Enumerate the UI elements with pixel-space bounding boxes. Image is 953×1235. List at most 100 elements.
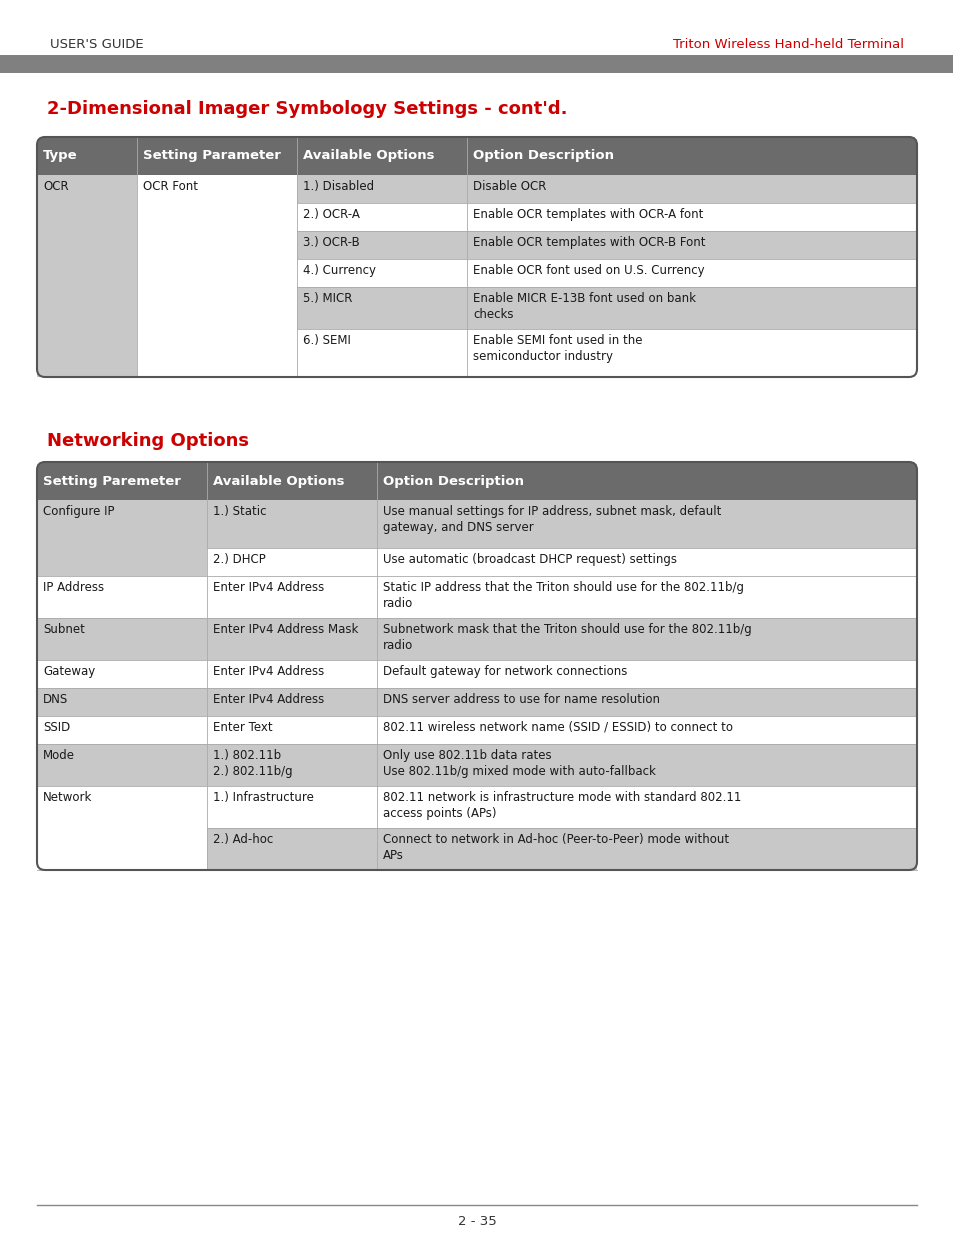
Text: Only use 802.11b data rates
Use 802.11b/g mixed mode with auto-fallback: Only use 802.11b data rates Use 802.11b/… xyxy=(382,748,656,778)
Bar xyxy=(376,548,916,576)
Text: 2 - 35: 2 - 35 xyxy=(457,1215,496,1228)
Bar xyxy=(37,576,207,618)
Text: Static IP address that the Triton should use for the 802.11b/g
radio: Static IP address that the Triton should… xyxy=(382,580,743,610)
Text: Enable MICR E-13B font used on bank
checks: Enable MICR E-13B font used on bank chec… xyxy=(473,291,696,321)
Text: Triton Wireless Hand-held Terminal: Triton Wireless Hand-held Terminal xyxy=(672,38,903,52)
Text: 802.11 network is infrastructure mode with standard 802.11
access points (APs): 802.11 network is infrastructure mode wi… xyxy=(382,790,740,820)
Bar xyxy=(37,480,916,500)
Bar xyxy=(37,743,207,785)
Text: Use manual settings for IP address, subnet mask, default
gateway, and DNS server: Use manual settings for IP address, subn… xyxy=(382,505,720,534)
Text: 3.) OCR-B: 3.) OCR-B xyxy=(303,236,359,249)
Bar xyxy=(207,716,376,743)
Bar xyxy=(467,203,916,231)
Text: 1.) Infrastructure: 1.) Infrastructure xyxy=(213,790,314,804)
Bar xyxy=(376,500,916,548)
Text: 802.11 wireless network name (SSID / ESSID) to connect to: 802.11 wireless network name (SSID / ESS… xyxy=(382,721,732,734)
Text: OCR Font: OCR Font xyxy=(143,180,198,193)
Text: Enable OCR templates with OCR-B Font: Enable OCR templates with OCR-B Font xyxy=(473,236,705,249)
Bar xyxy=(207,688,376,716)
Text: DNS server address to use for name resolution: DNS server address to use for name resol… xyxy=(382,693,659,706)
Text: 4.) Currency: 4.) Currency xyxy=(303,264,375,277)
Text: 2.) DHCP: 2.) DHCP xyxy=(213,553,266,566)
FancyBboxPatch shape xyxy=(37,137,916,175)
Text: Networking Options: Networking Options xyxy=(47,432,249,450)
Text: Enter IPv4 Address: Enter IPv4 Address xyxy=(213,580,324,594)
Text: 5.) MICR: 5.) MICR xyxy=(303,291,352,305)
Bar xyxy=(207,785,376,827)
Bar xyxy=(376,576,916,618)
Text: 6.) SEMI: 6.) SEMI xyxy=(303,333,351,347)
Bar xyxy=(37,175,137,377)
Text: SSID: SSID xyxy=(43,721,71,734)
Bar xyxy=(296,287,467,329)
Bar xyxy=(207,548,376,576)
Bar xyxy=(467,329,916,377)
Bar xyxy=(376,785,916,827)
Text: Enable OCR templates with OCR-A font: Enable OCR templates with OCR-A font xyxy=(473,207,702,221)
Bar xyxy=(207,500,376,548)
Bar xyxy=(376,827,916,869)
Text: Enter IPv4 Address Mask: Enter IPv4 Address Mask xyxy=(213,622,358,636)
Text: Enable OCR font used on U.S. Currency: Enable OCR font used on U.S. Currency xyxy=(473,264,704,277)
Bar xyxy=(467,231,916,259)
Bar xyxy=(37,716,207,743)
Text: OCR: OCR xyxy=(43,180,69,193)
Bar xyxy=(207,576,376,618)
Text: Enter IPv4 Address: Enter IPv4 Address xyxy=(213,693,324,706)
Text: IP Address: IP Address xyxy=(43,580,104,594)
Text: Enter IPv4 Address: Enter IPv4 Address xyxy=(213,664,324,678)
Text: USER'S GUIDE: USER'S GUIDE xyxy=(50,38,144,52)
Text: Enter Text: Enter Text xyxy=(213,721,273,734)
Text: Available Options: Available Options xyxy=(213,474,344,488)
Bar xyxy=(37,500,207,576)
Bar xyxy=(207,659,376,688)
Text: Mode: Mode xyxy=(43,748,75,762)
Bar xyxy=(376,659,916,688)
Bar xyxy=(137,175,296,377)
Text: Setting Paremeter: Setting Paremeter xyxy=(43,474,181,488)
Text: Use automatic (broadcast DHCP request) settings: Use automatic (broadcast DHCP request) s… xyxy=(382,553,677,566)
Bar xyxy=(37,156,916,175)
Text: Setting Parameter: Setting Parameter xyxy=(143,149,280,163)
Bar xyxy=(37,618,207,659)
Text: Connect to network in Ad-hoc (Peer-to-Peer) mode without
APs: Connect to network in Ad-hoc (Peer-to-Pe… xyxy=(382,832,728,862)
Text: Subnet: Subnet xyxy=(43,622,85,636)
Text: 1.) Static: 1.) Static xyxy=(213,505,266,517)
Text: 2.) OCR-A: 2.) OCR-A xyxy=(303,207,359,221)
Text: Disable OCR: Disable OCR xyxy=(473,180,546,193)
Bar xyxy=(296,259,467,287)
Bar xyxy=(376,743,916,785)
Bar xyxy=(376,618,916,659)
Bar xyxy=(467,287,916,329)
Text: Subnetwork mask that the Triton should use for the 802.11b/g
radio: Subnetwork mask that the Triton should u… xyxy=(382,622,751,652)
Text: Configure IP: Configure IP xyxy=(43,505,114,517)
Bar xyxy=(376,716,916,743)
Text: 1.) 802.11b
2.) 802.11b/g: 1.) 802.11b 2.) 802.11b/g xyxy=(213,748,293,778)
Bar xyxy=(207,618,376,659)
Text: Option Description: Option Description xyxy=(382,474,523,488)
Text: Gateway: Gateway xyxy=(43,664,95,678)
Bar xyxy=(296,203,467,231)
Bar xyxy=(296,329,467,377)
Bar xyxy=(467,175,916,203)
Text: Type: Type xyxy=(43,149,77,163)
Bar xyxy=(376,688,916,716)
FancyBboxPatch shape xyxy=(37,462,916,500)
Text: DNS: DNS xyxy=(43,693,69,706)
Bar xyxy=(467,259,916,287)
Text: Network: Network xyxy=(43,790,92,804)
Bar xyxy=(37,688,207,716)
Bar xyxy=(0,56,953,73)
Bar xyxy=(296,175,467,203)
Bar xyxy=(207,743,376,785)
Text: Option Description: Option Description xyxy=(473,149,614,163)
Bar xyxy=(296,231,467,259)
Text: 2-Dimensional Imager Symbology Settings - cont'd.: 2-Dimensional Imager Symbology Settings … xyxy=(47,100,567,119)
Text: 1.) Disabled: 1.) Disabled xyxy=(303,180,374,193)
Bar xyxy=(37,785,207,869)
Text: Default gateway for network connections: Default gateway for network connections xyxy=(382,664,627,678)
Bar xyxy=(207,827,376,869)
Text: 2.) Ad-hoc: 2.) Ad-hoc xyxy=(213,832,273,846)
Text: Enable SEMI font used in the
semiconductor industry: Enable SEMI font used in the semiconduct… xyxy=(473,333,641,363)
Bar xyxy=(37,659,207,688)
